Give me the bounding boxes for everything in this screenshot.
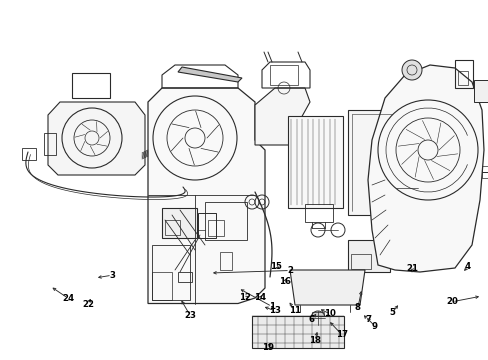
Bar (454, 60, 472, 88)
Text: 24: 24 (62, 294, 74, 303)
Bar (347, 240, 389, 272)
Circle shape (310, 311, 325, 325)
Polygon shape (254, 88, 309, 145)
Text: 12: 12 (239, 293, 250, 302)
Bar (207, 220, 224, 236)
Text: 18: 18 (308, 336, 320, 345)
Text: 1: 1 (268, 302, 274, 311)
Bar (44, 133, 56, 155)
Bar (251, 316, 343, 348)
Text: 21: 21 (405, 264, 417, 273)
Bar (22, 148, 36, 160)
Bar (198, 213, 216, 238)
Bar (152, 272, 172, 300)
Bar (350, 254, 370, 269)
Text: 16: 16 (279, 277, 290, 286)
Bar (347, 110, 395, 215)
Bar (220, 252, 231, 270)
Bar (162, 208, 197, 238)
Bar (457, 71, 467, 85)
Bar (473, 80, 487, 102)
Bar (164, 220, 180, 235)
Text: 5: 5 (388, 308, 394, 317)
Polygon shape (48, 102, 145, 175)
Bar (305, 204, 332, 222)
Bar (152, 245, 190, 300)
Bar (204, 202, 246, 240)
Polygon shape (178, 67, 242, 82)
Polygon shape (367, 65, 483, 272)
Text: 13: 13 (268, 306, 281, 315)
Bar (481, 166, 488, 178)
Text: 19: 19 (262, 343, 273, 352)
Text: 3: 3 (109, 271, 115, 280)
Text: 9: 9 (371, 322, 377, 331)
Bar (395, 160, 417, 195)
Text: 7: 7 (364, 315, 370, 324)
Polygon shape (148, 88, 264, 303)
Bar (269, 65, 297, 85)
Text: 2: 2 (286, 266, 292, 275)
Text: 17: 17 (335, 330, 347, 339)
Bar (311, 312, 324, 324)
Bar (287, 116, 342, 208)
Text: 23: 23 (183, 311, 196, 320)
Bar (72, 73, 110, 98)
Polygon shape (289, 270, 364, 305)
Text: 20: 20 (445, 297, 457, 306)
Text: 11: 11 (288, 306, 301, 315)
Text: 14: 14 (253, 293, 265, 302)
Text: 15: 15 (269, 262, 282, 271)
Circle shape (401, 60, 421, 80)
Text: 6: 6 (308, 315, 314, 324)
Text: 22: 22 (82, 300, 94, 309)
Bar (178, 272, 192, 282)
Text: 8: 8 (354, 303, 360, 312)
Text: 10: 10 (324, 309, 335, 318)
Text: 4: 4 (464, 262, 470, 271)
